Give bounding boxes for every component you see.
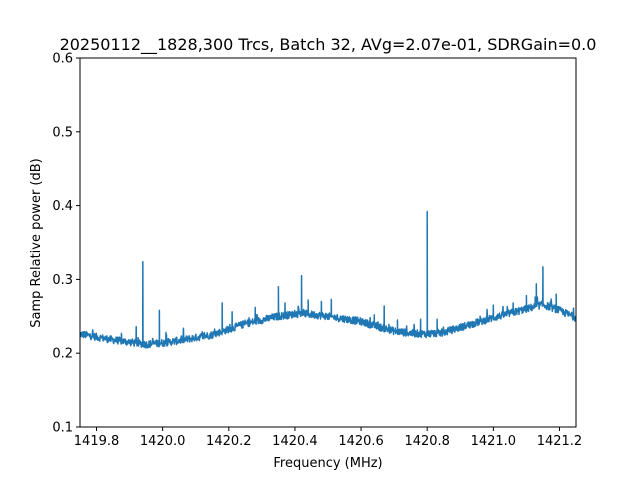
x-tick-label: 1420.2 [206, 434, 252, 449]
x-tick-label: 1419.8 [74, 434, 120, 449]
x-tick-label: 1420.6 [338, 434, 384, 449]
x-axis-label: Frequency (MHz) [273, 456, 382, 471]
series-line [80, 210, 576, 349]
y-tick-label: 0.1 [52, 421, 73, 436]
x-tick-label: 1420.4 [272, 434, 318, 449]
x-tick-label: 1420.0 [140, 434, 186, 449]
y-tick-label: 0.2 [52, 347, 73, 362]
x-tick-label: 1420.8 [404, 434, 450, 449]
y-tick-label: 0.4 [52, 199, 73, 214]
x-tick-label: 1421.2 [537, 434, 583, 449]
y-tick-label: 0.6 [52, 52, 73, 67]
y-tick-label: 0.5 [52, 125, 73, 140]
axes-frame [79, 57, 577, 428]
y-axis-label: Samp Relative power (dB) [29, 158, 44, 327]
plot-area: 1419.8 1420.0 1420.2 1420.4 1420.6 1420.8 1421… [52, 52, 582, 450]
chart-title: 20250112__1828,300 Trcs, Batch 32, AVg=2… [60, 35, 597, 55]
y-tick-label: 0.3 [52, 273, 73, 288]
x-tick-label: 1421.0 [471, 434, 517, 449]
